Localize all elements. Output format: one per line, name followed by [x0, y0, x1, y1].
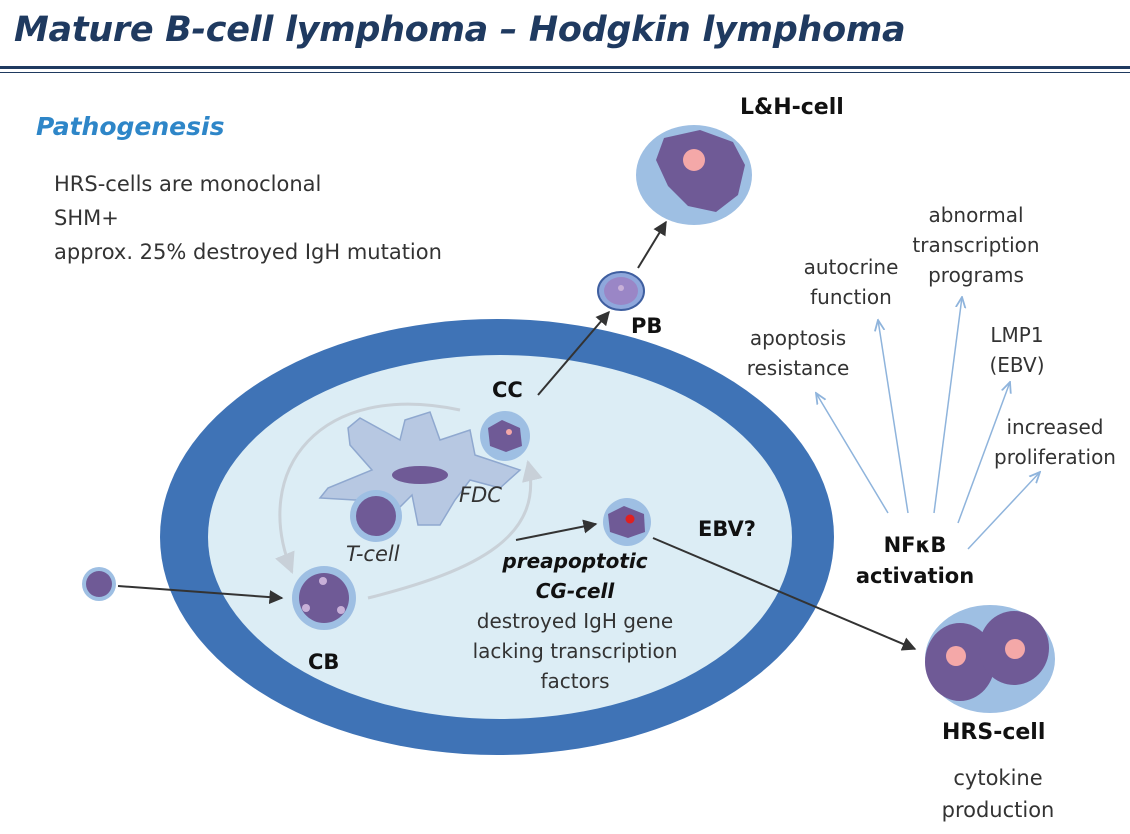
fdc-nucleus — [392, 466, 448, 484]
hrs-cell-label: HRS-cell — [942, 720, 1046, 745]
lh-nucleolus — [683, 149, 705, 171]
lh-cell-label: L&H-cell — [740, 95, 844, 120]
fdc-label: FDC — [459, 483, 502, 507]
preapoptotic-block: preapoptotic CG-cell destroyed IgH gene … — [460, 546, 690, 696]
effect-text: LMP1 — [990, 323, 1044, 347]
cytokine-block: cytokine production — [918, 762, 1078, 826]
effect-apoptosis: apoptosis resistance — [728, 323, 868, 383]
arrow-naive-to-cb — [117, 585, 284, 605]
cc-label: CC — [492, 378, 523, 402]
pb-label: PB — [631, 314, 663, 338]
pb-nucleolus — [618, 285, 624, 291]
nfkb-label: NFκB — [883, 533, 947, 557]
effect-text: autocrine — [803, 255, 899, 279]
cycle-arrow — [275, 402, 461, 574]
cycle-arrow — [367, 459, 543, 600]
preapoptotic-marker — [625, 514, 635, 524]
effect-autocrine: autocrine function — [786, 252, 916, 312]
cc-nucleus — [488, 420, 522, 452]
fact-item: approx. 25% destroyed IgH mutation — [54, 240, 442, 264]
lh-nucleus — [656, 130, 745, 212]
effect-proliferation: increased proliferation — [985, 412, 1125, 472]
fact-item: SHM+ — [54, 206, 119, 230]
arrow-autocrine — [878, 320, 909, 514]
cytokine-text: production — [941, 798, 1055, 822]
hrs-nucleolus — [1005, 639, 1025, 659]
slide-title: Mature B-cell lymphoma – Hodgkin lymphom… — [14, 10, 906, 50]
effect-text: apoptosis — [749, 326, 847, 350]
nfkb-label: activation — [855, 564, 975, 588]
preapoptotic-nucleus — [608, 506, 645, 538]
naive-b-nucleus — [86, 571, 112, 597]
effect-text: resistance — [746, 356, 850, 380]
arrow-to-hrs — [652, 537, 917, 651]
arrow-apoptosis — [816, 393, 889, 514]
preapoptotic-title: CG-cell — [535, 579, 615, 603]
effect-text: abnormal — [928, 203, 1024, 227]
arrow-cc-to-pb — [537, 310, 610, 396]
cytokine-text: cytokine — [953, 766, 1043, 790]
preapoptotic-desc: factors — [540, 669, 610, 693]
effect-text: increased — [1006, 415, 1104, 439]
fact-item: HRS-cells are monoclonal — [54, 172, 322, 196]
effect-text: function — [810, 285, 892, 309]
cb-nucleus — [299, 573, 349, 623]
preapoptotic-desc: destroyed IgH gene — [476, 609, 674, 633]
cb-label: CB — [308, 650, 340, 674]
cb-nucleolus — [319, 577, 327, 585]
effect-text: (EBV) — [989, 353, 1045, 377]
effect-text: transcription — [912, 233, 1040, 257]
nfkb-block: NFκB activation — [840, 530, 990, 592]
arrow-pb-to-lh — [637, 220, 667, 269]
section-heading: Pathogenesis — [36, 112, 225, 141]
t-cell-nucleus — [356, 496, 396, 536]
effect-abnormal: abnormal transcription programs — [898, 200, 1054, 290]
t-cell-label: T-cell — [346, 542, 400, 566]
arrow-proliferation — [967, 472, 1040, 550]
title-rule-thin — [0, 72, 1130, 73]
ebv-label: EBV? — [698, 517, 756, 541]
hrs-nucleolus — [946, 646, 966, 666]
cb-nucleolus — [302, 604, 310, 612]
arrow-lmp1 — [957, 382, 1010, 524]
arrow-abnormal — [933, 297, 962, 514]
preapoptotic-title: preapoptotic — [502, 549, 648, 573]
effect-lmp1: LMP1 (EBV) — [972, 320, 1062, 380]
cb-nucleolus — [337, 606, 345, 614]
cc-nucleolus — [506, 429, 512, 435]
arrow-to-preapoptotic — [515, 519, 598, 541]
preapoptotic-desc: lacking transcription — [472, 639, 678, 663]
effect-text: proliferation — [994, 445, 1116, 469]
effect-text: programs — [928, 263, 1024, 287]
facts-list: HRS-cells are monoclonal SHM+ approx. 25… — [54, 167, 442, 269]
title-rule — [0, 66, 1130, 69]
